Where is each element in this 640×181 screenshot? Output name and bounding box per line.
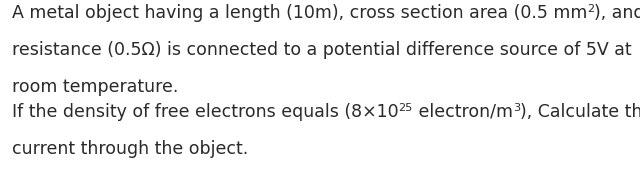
Text: If the density of free electrons equals (8×10: If the density of free electrons equals …	[12, 103, 399, 121]
Text: ), and: ), and	[595, 4, 640, 22]
Text: 25: 25	[399, 103, 413, 113]
Text: resistance (0.5Ω) is connected to a potential difference source of 5V at: resistance (0.5Ω) is connected to a pote…	[12, 41, 632, 59]
Text: room temperature.: room temperature.	[12, 78, 179, 96]
Text: A metal object having a length (10m), cross section area (0.5 mm: A metal object having a length (10m), cr…	[12, 4, 588, 22]
Text: ), Calculate the: ), Calculate the	[520, 103, 640, 121]
Text: 2: 2	[588, 4, 595, 14]
Text: current through the object.: current through the object.	[12, 140, 248, 158]
Text: 3: 3	[513, 103, 520, 113]
Text: electron/m: electron/m	[413, 103, 513, 121]
